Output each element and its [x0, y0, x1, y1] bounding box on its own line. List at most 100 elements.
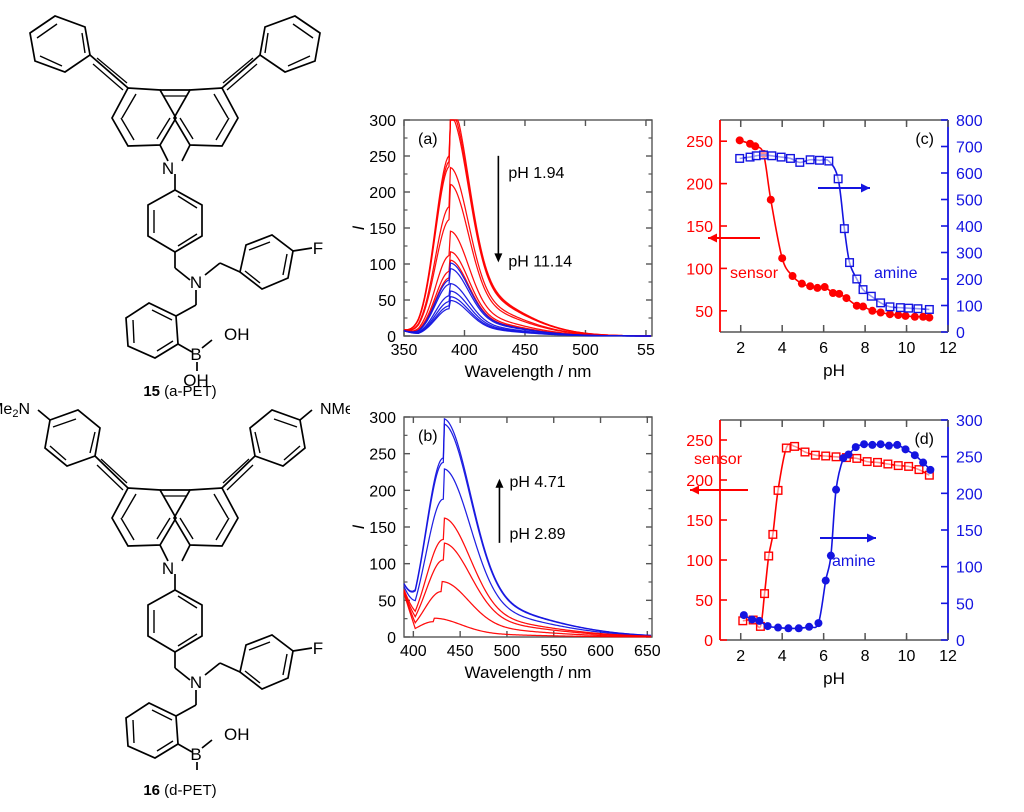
right-axis-tick-label: 300: [956, 413, 983, 430]
data-point: [924, 304, 934, 314]
data-point: [860, 440, 869, 449]
spectrum-curve: [403, 262, 651, 337]
x-tick-label: 10: [898, 648, 916, 665]
ph-annotation: pH 2.89: [509, 526, 565, 543]
right-axis-tick-label: 500: [956, 193, 983, 210]
x-axis-title: Wavelength / nm: [465, 663, 592, 682]
data-point: [751, 151, 761, 161]
series-label: sensor: [730, 265, 779, 282]
panel-d: 0 50 100 150 200 250 0 50 100 150 200 250 300 2 4 6 8 10 1…: [668, 400, 1024, 700]
data-point: [852, 301, 861, 310]
y-tick-label: 0: [387, 630, 396, 647]
data-point: [868, 306, 877, 315]
spectrum-curve: [403, 542, 652, 637]
ph-annotation: pH 1.94: [508, 165, 564, 182]
x-tick-label: 4: [778, 340, 787, 357]
data-point: [821, 576, 830, 585]
y-tick-label: 200: [369, 185, 396, 202]
data-point: [820, 283, 829, 292]
x-tick-label: 550: [540, 643, 567, 660]
data-point: [755, 616, 764, 625]
x-tick-label: 400: [400, 643, 427, 660]
data-point: [735, 136, 744, 145]
axis-pointer-arrow-head: [708, 233, 717, 243]
x-tick-label: 400: [451, 342, 478, 359]
atom-label-oh-2: OH: [183, 371, 209, 390]
data-point: [852, 453, 862, 463]
data-point: [833, 174, 843, 184]
atom-label-b: B: [190, 345, 201, 364]
data-point: [748, 615, 757, 624]
y-tick-label: 300: [369, 113, 396, 130]
panel-a: 0 50 100 150 200 250 300 350 400 450 500 55 Waveleng…: [340, 108, 670, 393]
data-point: [835, 289, 844, 298]
data-point: [893, 461, 903, 471]
data-point: [813, 283, 822, 292]
x-axis-title: pH: [823, 669, 845, 688]
data-point: [851, 443, 860, 452]
data-point: [767, 151, 777, 161]
x-tick-label: 6: [819, 340, 828, 357]
data-point: [831, 452, 841, 462]
x-axis-title: Wavelength / nm: [465, 362, 592, 381]
data-point: [844, 450, 853, 459]
y-axis-title: I: [349, 225, 368, 230]
data-point: [832, 485, 841, 494]
atom-label-carbazole-n: N: [162, 559, 174, 578]
data-point: [795, 157, 805, 167]
left-axis-tick-label: 200: [686, 177, 713, 194]
structure-15-diagram: N N F B OH OH: [0, 0, 350, 400]
data-point: [805, 622, 814, 631]
y-tick-label: 250: [369, 149, 396, 166]
series-label: sensor: [694, 451, 743, 468]
right-axis-tick-label: 300: [956, 246, 983, 263]
spectrum-curve: [403, 423, 652, 637]
right-axis-tick-label: 400: [956, 219, 983, 236]
data-point: [866, 291, 876, 301]
atom-label-carbazole-n: N: [162, 159, 174, 178]
data-point: [914, 465, 924, 475]
data-point: [858, 285, 868, 295]
data-point: [806, 282, 815, 291]
data-point: [904, 303, 914, 313]
data-point: [814, 619, 823, 628]
direction-arrow-head: [494, 253, 503, 263]
x-tick-label: 8: [861, 648, 870, 665]
x-tick-label: 450: [447, 643, 474, 660]
data-point: [764, 551, 774, 561]
y-tick-label: 300: [369, 410, 396, 427]
series-label: amine: [832, 553, 876, 570]
data-point: [885, 310, 894, 319]
data-point: [790, 441, 800, 451]
data-point: [781, 443, 791, 453]
data-point: [895, 303, 905, 313]
left-axis-tick-label: 250: [686, 134, 713, 151]
right-axis-tick-label: 600: [956, 166, 983, 183]
data-point: [904, 461, 914, 471]
data-point: [919, 312, 928, 321]
ph-annotation: pH 4.71: [509, 474, 565, 491]
data-point: [910, 451, 919, 460]
data-point: [763, 622, 772, 631]
data-point: [751, 142, 760, 151]
data-point: [876, 440, 885, 449]
y-tick-label: 150: [369, 221, 396, 238]
data-point: [773, 485, 783, 495]
atom-label-amine-n: N: [190, 673, 202, 692]
left-axis-tick-label: 150: [686, 513, 713, 530]
right-axis-tick-label: 800: [956, 113, 983, 130]
data-point: [759, 150, 769, 160]
axis-pointer-arrow-head: [867, 533, 876, 543]
structure-16-name: (d-PET): [164, 782, 217, 799]
y-tick-label: 150: [369, 520, 396, 537]
data-point: [778, 254, 787, 263]
atom-label-oh-1: OH: [224, 325, 250, 344]
left-axis-tick-label: 200: [686, 473, 713, 490]
x-tick-label: 8: [861, 340, 870, 357]
x-tick-label: 600: [587, 643, 614, 660]
right-axis-tick-label: 50: [956, 596, 974, 613]
data-point: [883, 459, 893, 469]
data-point: [784, 624, 793, 633]
panel-c: 50 100 150 200 250 0 100 200 300 400 500 600 700 800 2…: [668, 100, 1024, 395]
structure-15-caption: 15 (a-PET): [110, 383, 250, 400]
